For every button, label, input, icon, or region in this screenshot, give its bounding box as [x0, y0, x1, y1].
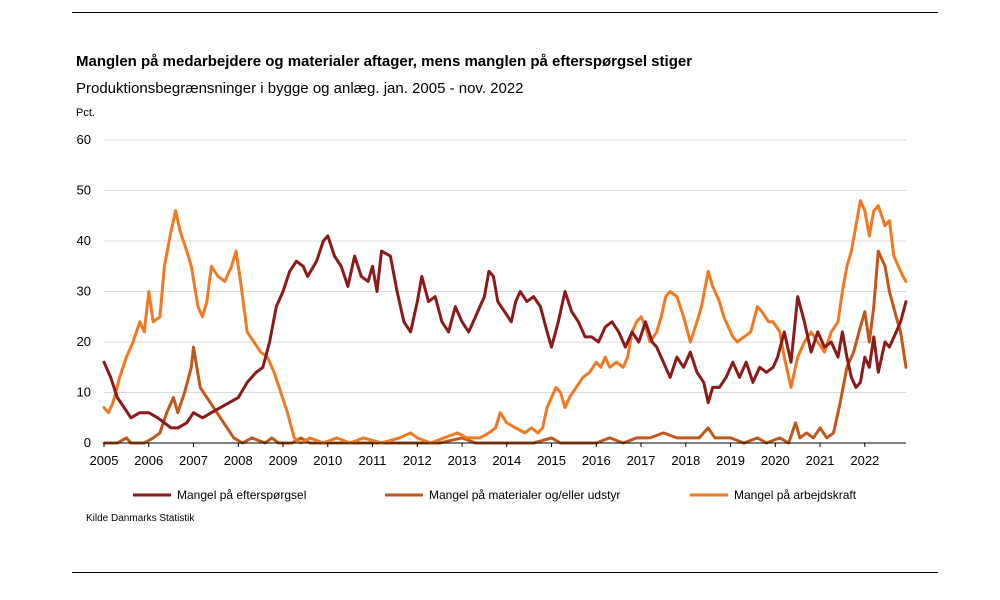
- x-tick-label: 2015: [537, 453, 566, 468]
- x-tick-label: 2021: [806, 453, 835, 468]
- y-tick-label: 50: [77, 183, 91, 198]
- y-tick-label: 20: [77, 334, 91, 349]
- x-tick-label: 2013: [448, 453, 477, 468]
- y-axis: 0 10 20 30 40 50 60: [77, 132, 91, 450]
- chart-subtitle: Produktionsbegrænsninger i bygge og anlæ…: [76, 80, 524, 97]
- x-tick-label: 2011: [359, 453, 387, 468]
- x-axis: 2005 2006 2007 2008 2009 2010 2011 2012 2013 2014…: [90, 443, 879, 468]
- y-axis-label: Pct.: [76, 107, 95, 119]
- x-tick-label: 2005: [90, 453, 119, 468]
- x-tick-label: 2012: [403, 453, 432, 468]
- x-tick-label: 2006: [134, 453, 163, 468]
- top-rule: [72, 12, 938, 13]
- x-tick-label: 2017: [627, 453, 656, 468]
- x-tick-label: 2007: [179, 453, 208, 468]
- x-tick-label: 2022: [850, 453, 879, 468]
- x-tick-label: 2020: [761, 453, 790, 468]
- legend: Mangel på efterspørgsel Mangel på materia…: [133, 488, 857, 502]
- y-tick-label: 30: [77, 284, 91, 299]
- legend-label-2: Mangel på arbejdskraft: [734, 488, 857, 502]
- source-note: Kilde Danmarks Statistik: [86, 513, 195, 524]
- x-tick-label: 2016: [582, 453, 611, 468]
- y-tick-label: 60: [77, 132, 91, 147]
- x-tick-label: 2014: [492, 453, 521, 468]
- x-tick-label: 2010: [313, 453, 342, 468]
- series-line-2: [102, 199, 908, 445]
- x-tick-label: 2019: [716, 453, 745, 468]
- series-line-0: [102, 234, 908, 430]
- x-tick-label: 2008: [224, 453, 253, 468]
- y-tick-label: 10: [77, 385, 91, 400]
- x-tick-label: 2009: [269, 453, 298, 468]
- chart-title: Manglen på medarbejdere og materialer af…: [76, 53, 693, 70]
- legend-label-1: Mangel på materialer og/eller udstyr: [429, 488, 620, 502]
- gridlines: [104, 139, 906, 393]
- y-tick-label: 0: [84, 435, 91, 450]
- x-tick-label: 2018: [671, 453, 700, 468]
- y-tick-label: 40: [77, 233, 91, 248]
- bottom-rule: [72, 572, 938, 573]
- legend-label-0: Mangel på efterspørgsel: [177, 488, 306, 502]
- series-lines: [102, 199, 908, 445]
